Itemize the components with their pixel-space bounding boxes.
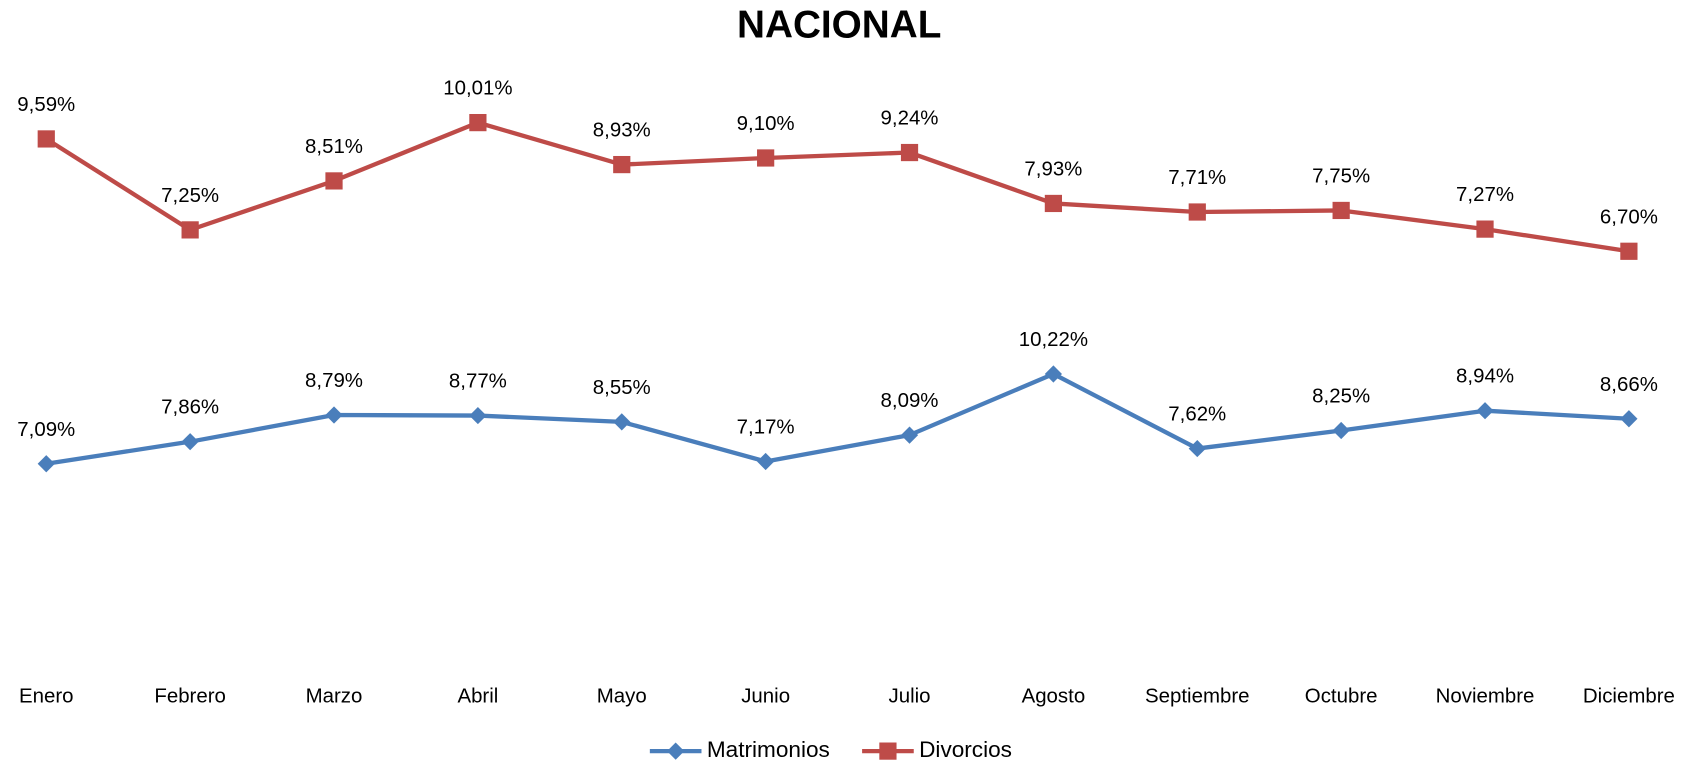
series-line xyxy=(45,371,1630,466)
x-tick-label: Junio xyxy=(741,685,790,708)
data-label: 7,17% xyxy=(737,416,795,439)
data-point xyxy=(1476,220,1494,238)
data-label: 7,71% xyxy=(1168,166,1226,189)
data-label: 8,79% xyxy=(305,369,363,392)
x-tick-label: Agosto xyxy=(1022,685,1086,708)
data-label: 7,27% xyxy=(1456,183,1514,206)
data-label: 10,22% xyxy=(1019,328,1088,351)
data-label: 7,09% xyxy=(17,418,75,441)
x-tick-label: Noviembre xyxy=(1436,685,1535,708)
x-tick-label: Marzo xyxy=(306,685,363,708)
data-label: 9,59% xyxy=(17,93,75,116)
data-point xyxy=(325,172,343,190)
x-tick-label: Julio xyxy=(888,685,930,708)
data-point xyxy=(613,155,631,174)
data-point xyxy=(469,113,487,132)
series-line xyxy=(45,120,1630,254)
data-point xyxy=(181,221,199,239)
data-point xyxy=(325,406,343,424)
data-point xyxy=(900,143,919,162)
x-tick-label: Abril xyxy=(457,685,498,708)
x-tick-label: Mayo xyxy=(597,685,647,708)
data-point xyxy=(1332,421,1350,440)
data-point xyxy=(757,452,775,471)
data-point xyxy=(1620,410,1638,428)
data-label: 7,25% xyxy=(161,184,219,207)
data-label: 8,93% xyxy=(593,119,651,142)
data-point xyxy=(37,130,55,148)
data-label: 8,55% xyxy=(593,376,651,399)
data-point xyxy=(181,433,199,451)
data-label: 8,66% xyxy=(1600,373,1658,396)
x-tick-label: Enero xyxy=(19,685,74,708)
data-point xyxy=(1188,439,1206,458)
data-point xyxy=(613,413,631,431)
data-label: 8,51% xyxy=(305,135,363,158)
data-point xyxy=(1044,194,1063,213)
data-label: 8,77% xyxy=(449,370,507,393)
data-point xyxy=(469,406,487,425)
data-point xyxy=(1332,201,1350,220)
data-point xyxy=(900,426,919,444)
chart-title: NACIONAL xyxy=(737,3,941,46)
data-label: 8,94% xyxy=(1456,365,1514,388)
legend-marker xyxy=(667,742,685,760)
x-tick-label: Diciembre xyxy=(1583,685,1675,708)
data-label: 10,01% xyxy=(443,77,512,100)
data-label: 7,75% xyxy=(1312,165,1370,188)
data-point xyxy=(37,455,55,473)
data-point xyxy=(1620,242,1638,260)
data-label: 7,62% xyxy=(1168,403,1226,426)
data-point xyxy=(757,149,775,167)
data-label: 9,10% xyxy=(737,112,795,135)
data-label: 8,25% xyxy=(1312,385,1370,408)
legend-label: Matrimonios xyxy=(707,737,830,762)
data-label: 6,70% xyxy=(1600,205,1658,228)
data-label: 9,24% xyxy=(881,107,939,130)
data-point xyxy=(1188,203,1206,221)
x-tick-label: Octubre xyxy=(1305,685,1378,708)
data-label: 7,86% xyxy=(161,396,219,419)
data-point xyxy=(1476,402,1494,420)
x-tick-label: Febrero xyxy=(154,685,226,708)
x-tick-label: Septiembre xyxy=(1145,685,1250,708)
legend-marker xyxy=(879,742,897,760)
data-point xyxy=(1044,365,1063,383)
data-label: 7,93% xyxy=(1024,158,1082,181)
legend-label: Divorcios xyxy=(919,737,1012,762)
data-label: 8,09% xyxy=(881,389,939,412)
